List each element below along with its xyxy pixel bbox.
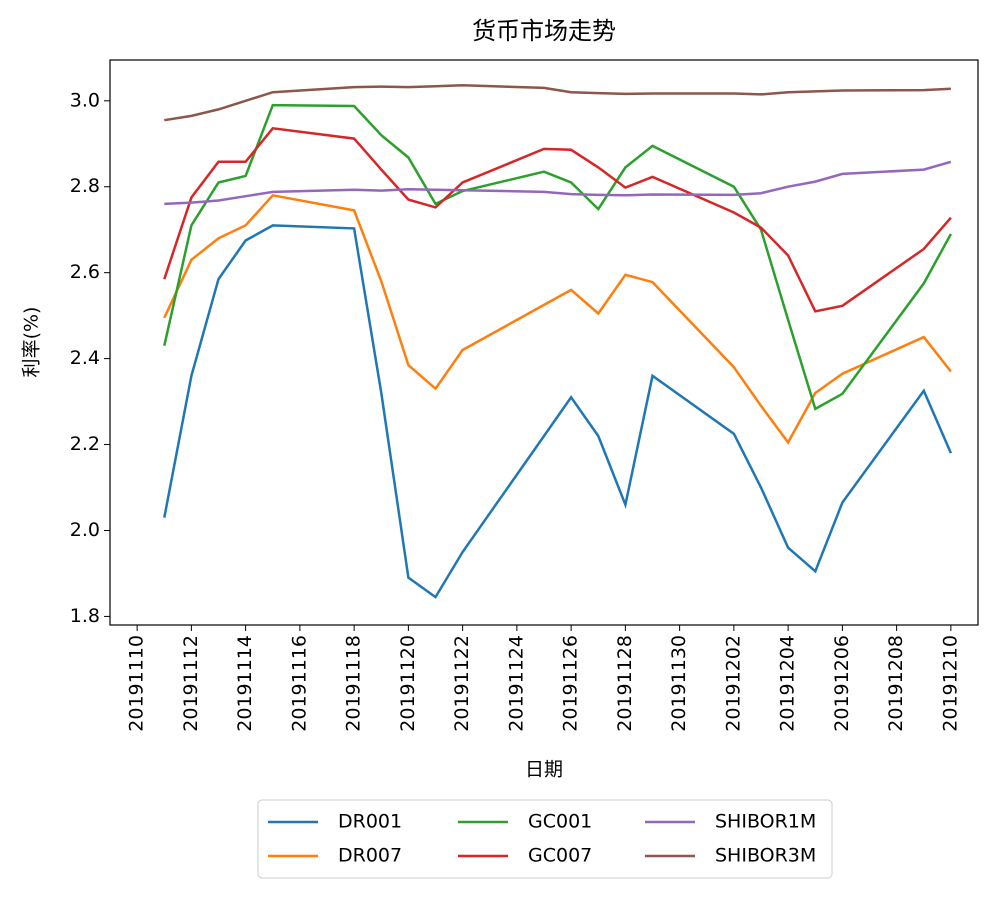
series-line — [163, 224, 953, 599]
legend-label: GC007 — [528, 845, 592, 867]
y-tick-label: 2.8 — [70, 175, 100, 197]
x-axis-label: 日期 — [525, 759, 563, 781]
x-tick-label: 20191114 — [234, 635, 256, 732]
y-tick-label: 3.0 — [70, 89, 100, 111]
legend-box — [257, 799, 833, 879]
x-tick-label: 20191128 — [614, 635, 636, 732]
y-tick-label: 2.6 — [70, 261, 100, 283]
y-tick-label: 2.2 — [70, 433, 100, 455]
x-tick-label: 20191112 — [180, 635, 202, 732]
y-axis-label: 利率(%) — [21, 307, 43, 378]
legend-label: DR007 — [338, 845, 402, 867]
x-tick-label: 20191124 — [505, 635, 527, 732]
x-tick-label: 20191118 — [343, 635, 365, 732]
y-tick-label: 1.8 — [70, 605, 100, 627]
x-tick-label: 20191122 — [451, 635, 473, 732]
y-tick-label: 2.4 — [70, 347, 100, 369]
y-tick-label: 2.0 — [70, 519, 100, 541]
x-tick-label: 20191110 — [126, 635, 148, 732]
legend-label: SHIBOR3M — [715, 845, 816, 867]
x-tick-label: 20191206 — [831, 635, 853, 732]
x-tick-label: 20191210 — [939, 635, 961, 732]
series-line — [164, 84, 951, 122]
series-line — [164, 160, 952, 206]
legend-label: GC001 — [528, 811, 592, 833]
x-tick-label: 20191120 — [397, 635, 419, 732]
series-line — [163, 193, 952, 445]
x-tick-label: 20191126 — [560, 635, 582, 732]
series-line — [163, 103, 952, 411]
plot-frame — [109, 59, 979, 626]
legend-label: DR001 — [338, 811, 402, 833]
chart-title: 货币市场走势 — [472, 17, 616, 45]
x-tick-label: 20191208 — [885, 635, 907, 732]
series-line — [163, 126, 952, 313]
legend-label: SHIBOR1M — [715, 811, 816, 833]
x-tick-label: 20191130 — [668, 635, 690, 732]
x-tick-label: 20191204 — [777, 635, 799, 732]
x-tick-label: 20191116 — [288, 635, 310, 732]
x-tick-label: 20191202 — [722, 635, 744, 732]
